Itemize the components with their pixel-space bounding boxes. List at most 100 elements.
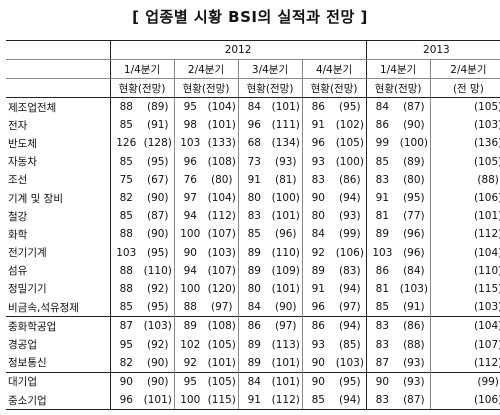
current-value-cell: 92 [301,243,334,262]
current-value-cell [429,279,471,299]
current-value-cell [429,243,471,262]
current-value-cell: 95 [173,371,206,391]
forecast-value-cell: (105) [474,155,500,168]
table-row: 자동차 85 (95) 96 (108) 73 (93) 93 (100) 85 (89) (105) [6,152,500,171]
forecast-value-cell: (94) [334,316,367,336]
row-label: 전기기계 [8,247,47,260]
forecast-value-cell: (88) [477,173,499,186]
current-value-cell: 89 [237,335,270,354]
forecast-value-cell: (90) [142,371,174,391]
forecast-value-cell: (67) [146,173,169,186]
current-value-cell: 82 [109,353,142,373]
forecast-value-cell: (90) [146,356,169,369]
quarter-header: 3/4분기 [237,59,302,79]
current-value-cell: 91 [237,170,270,189]
forecast-value-cell: (100) [335,155,364,168]
forecast-value-cell: (120) [207,282,236,295]
sub-header: 현황(전망) [109,78,174,98]
quarter-header: 4/4분기 [301,59,367,79]
current-value-cell: 81 [365,279,399,299]
current-value-cell: 98 [173,116,206,135]
forecast-value-cell: (80) [210,173,233,186]
forecast-value-cell: (94) [334,391,367,411]
current-value-cell: 96 [301,134,334,153]
current-value-cell: 90 [173,243,206,262]
current-value-cell: 100 [173,391,206,411]
row-label: 섬유 [8,265,28,278]
current-value-cell: 86 [301,316,334,336]
forecast-value-cell: (112) [207,210,236,223]
current-value-cell: 84 [301,225,334,244]
current-value-cell: 102 [173,335,206,354]
forecast-value-cell: (103) [474,301,500,314]
current-value-cell: 87 [109,316,142,336]
current-value-cell: 85 [109,152,142,171]
current-value-cell: 89 [237,261,270,280]
forecast-value-cell: (99) [470,371,500,391]
sub-header-forecast: (전 망) [429,78,500,98]
current-value-cell: 96 [109,391,142,411]
current-value-cell [429,116,471,135]
forecast-value-cell: (95) [146,155,169,168]
forecast-value-cell: (111) [271,119,300,132]
current-value-cell: 83 [365,391,399,411]
forecast-value-cell: (105) [206,371,238,391]
forecast-value-cell: (107) [207,228,236,241]
table-row: 화학 88 (90) 100 (107) 85 (96) 84 (99) 89 (96) (112) [6,225,500,244]
forecast-value-cell: (90) [146,192,169,205]
forecast-value-cell: (93) [274,155,297,168]
forecast-value-cell: (90) [274,301,297,314]
forecast-value-cell: (93) [339,210,361,223]
quarter-header: 2/4분기 [429,59,500,79]
row-label: 대기업 [6,371,110,391]
current-value-cell: 90 [109,371,142,391]
table-row: 비금속,석유정제 85 (95) 88 (97) 84 (90) 96 (97) 85 (91) (1… [6,298,500,317]
forecast-value-cell: (109) [271,264,300,277]
forecast-value-cell: (87) [146,210,169,223]
row-label: 중화학공업 [6,316,110,336]
forecast-value-cell: (95) [339,101,361,114]
forecast-value-cell: (80) [403,173,425,186]
quarter-header: 1/4분기 [365,59,431,79]
forecast-value-cell: (97) [270,316,302,336]
forecast-value-cell: (105) [474,101,500,114]
current-value-cell: 84 [237,371,270,391]
current-value-cell [429,207,471,226]
forecast-value-cell: (103) [474,119,500,132]
forecast-value-cell: (93) [398,371,431,391]
current-value-cell [429,170,471,189]
forecast-value-cell: (101) [271,210,300,223]
forecast-value-cell: (83) [339,264,361,277]
current-value-cell: 89 [365,225,399,244]
forecast-value-cell: (85) [339,338,361,351]
table-title: [ 업종별 시황 BSI의 실적과 전망 ] [132,8,368,26]
table-row: 제조업전체 88 (89) 95 (104) 84 (101) 86 (95) 84 (87) (10… [6,97,500,117]
row-label: 반도체 [8,137,37,150]
current-value-cell: 84 [237,97,270,117]
forecast-value-cell: (95) [146,301,169,314]
current-value-cell: 84 [365,97,399,117]
forecast-value-cell: (95) [334,371,367,391]
table-row: 반도체 126 (128) 103 (133) 68 (134) 96 (105) 99 (100)… [6,134,500,153]
forecast-value-cell: (96) [274,228,297,241]
forecast-value-cell: (115) [206,391,238,411]
forecast-value-cell: (95) [146,246,169,259]
forecast-value-cell: (91) [403,301,425,314]
current-value-cell: 80 [237,279,270,299]
row-label: 화학 [8,228,28,241]
current-value-cell: 85 [365,298,399,317]
forecast-value-cell: (81) [274,173,297,186]
forecast-value-cell: (105) [335,137,364,150]
current-value-cell: 75 [109,170,142,189]
forecast-value-cell: (104) [207,101,236,114]
current-value-cell: 85 [109,298,142,317]
row-label: 경공업 [8,339,37,352]
forecast-value-cell: (77) [403,210,425,223]
current-value-cell: 85 [109,207,142,226]
forecast-value-cell: (101) [271,282,300,295]
current-value-cell: 96 [173,152,206,171]
forecast-value-cell: (104) [474,246,500,259]
current-value-cell: 96 [237,116,270,135]
table-row: 전기기계 103 (95) 90 (103) 89 (110) 92 (106) 103 (96)(… [6,243,500,262]
sub-header: 현황(전망) [173,78,238,98]
